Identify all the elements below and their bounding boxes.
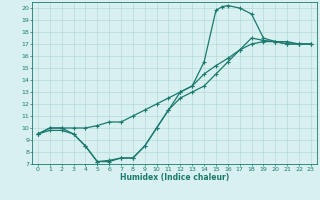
X-axis label: Humidex (Indice chaleur): Humidex (Indice chaleur) (120, 173, 229, 182)
